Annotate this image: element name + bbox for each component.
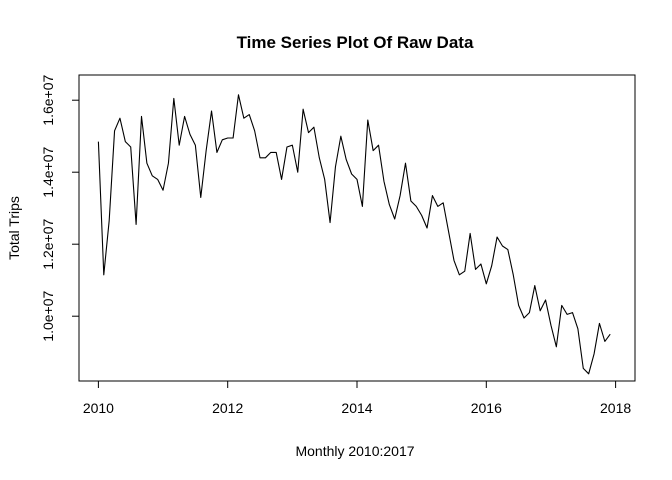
- x-tick-label: 2012: [212, 400, 243, 416]
- x-tick-label: 2010: [83, 400, 114, 416]
- y-axis: 1.0e+07 1.2e+07 1.4e+07 1.6e+07: [40, 74, 80, 342]
- y-axis-label: Total Trips: [6, 196, 22, 260]
- y-tick-label: 1.0e+07: [40, 290, 56, 341]
- y-tick-label: 1.4e+07: [40, 146, 56, 197]
- x-tick-label: 2018: [600, 400, 631, 416]
- x-tick-label: 2014: [341, 400, 372, 416]
- y-tick-label: 1.6e+07: [40, 74, 56, 125]
- chart-title: Time Series Plot Of Raw Data: [237, 33, 474, 52]
- x-axis-label: Monthly 2010:2017: [295, 443, 414, 459]
- x-axis: 2010 2012 2014 2016 2018: [83, 380, 631, 416]
- plot-frame: [78, 74, 636, 382]
- series-layer: [97, 94, 611, 375]
- y-tick-label: 1.2e+07: [40, 218, 56, 269]
- x-tick-label: 2016: [471, 400, 502, 416]
- series-line: [97, 94, 611, 375]
